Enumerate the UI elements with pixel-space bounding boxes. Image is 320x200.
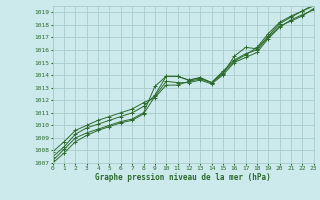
X-axis label: Graphe pression niveau de la mer (hPa): Graphe pression niveau de la mer (hPa) [95, 173, 271, 182]
